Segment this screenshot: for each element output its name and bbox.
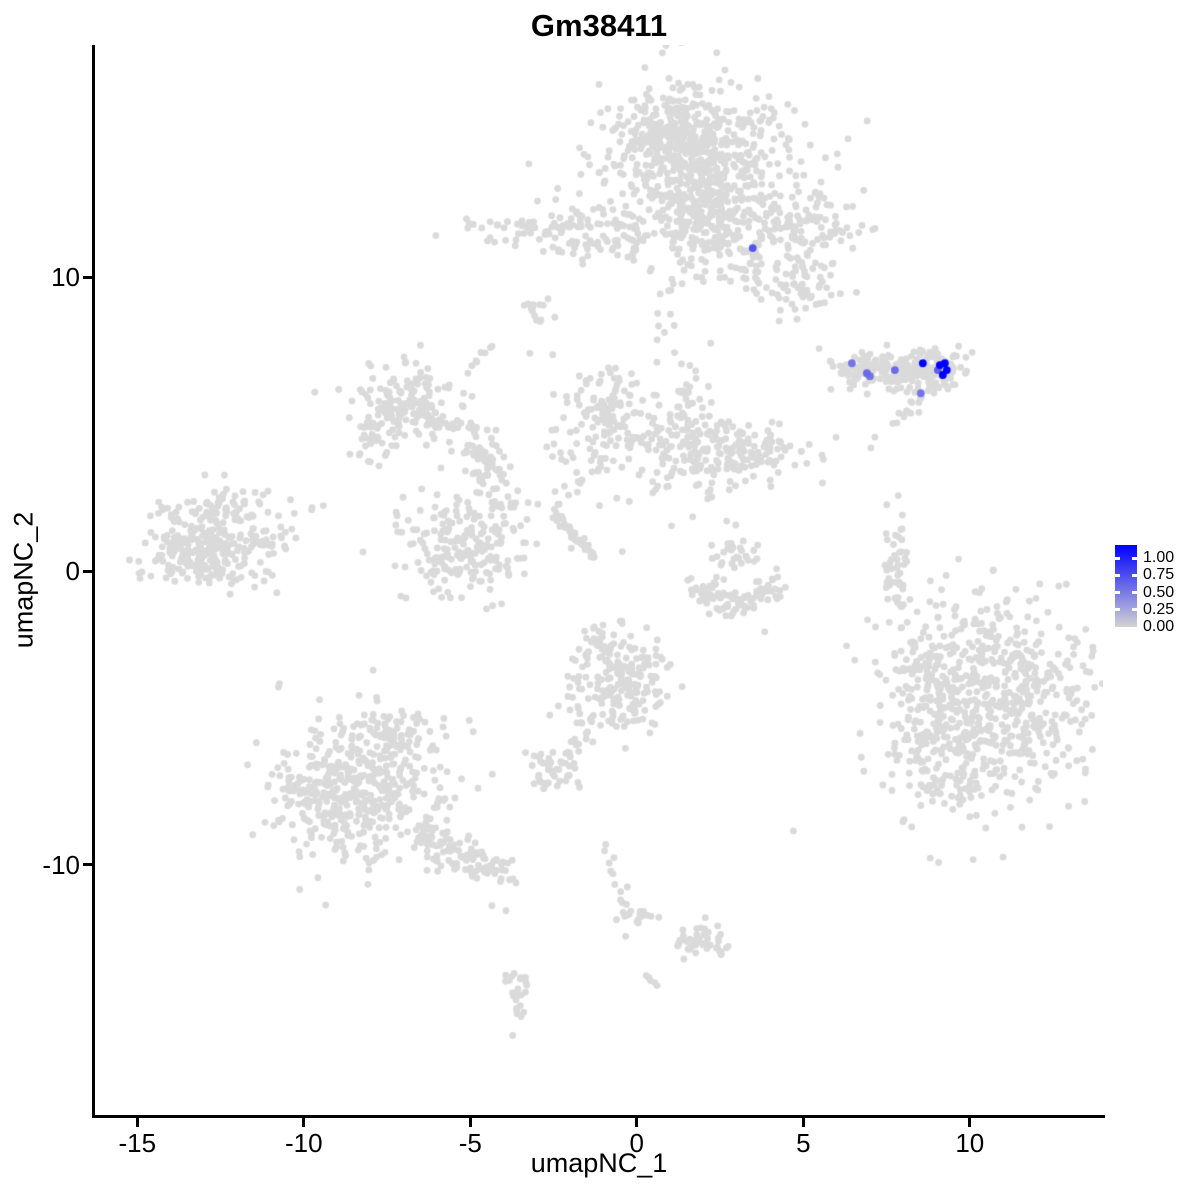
colorbar-tick-label: 0.75 [1143,566,1175,584]
y-tick-mark [83,275,92,279]
x-tick-mark [302,1118,306,1127]
y-tick-label: 0 [65,556,80,587]
y-axis-line [92,45,95,1118]
colorbar-legend: 1.00 0.75 0.50 0.25 0.00 [1113,540,1200,648]
colorbar-tick-mark [1132,556,1137,560]
colorbar-tick-label: 0.50 [1143,583,1175,601]
x-tick-label: 5 [796,1128,811,1158]
y-axis-title: umapNC_2 [8,511,39,649]
colorbar-tick-mark [1115,573,1120,577]
colorbar-tick-mark [1132,591,1137,594]
x-tick-mark [968,1118,972,1127]
y-tick-mark [83,863,92,867]
x-axis-title: umapNC_1 [530,1148,668,1178]
y-tick-label: 10 [51,262,80,293]
x-tick-mark [635,1118,639,1127]
x-tick-label: -5 [458,1128,482,1158]
x-tick-label: 0 [629,1128,645,1158]
y-tick-label: -10 [42,849,80,880]
x-tick-label: 10 [955,1128,985,1158]
colorbar-tick-label: 1.00 [1143,549,1175,566]
y-tick-mark [83,569,92,573]
colorbar-tick-mark [1132,608,1137,612]
plot-panel [95,45,1103,1115]
colorbar-tick-label: 0.25 [1143,600,1175,618]
x-tick-label: -10 [284,1128,323,1158]
colorbar-tick-mark [1132,573,1137,577]
plot-title: Gm38411 [530,8,668,43]
x-tick-mark [801,1118,805,1127]
x-tick-label: -15 [118,1128,157,1158]
colorbar-tick-label: 0.00 [1143,618,1175,635]
umap-points-canvas [95,45,1103,1115]
x-axis-line [92,1115,1105,1118]
x-tick-mark [135,1118,139,1127]
colorbar-tick-mark [1115,556,1120,560]
colorbar-gradient [1115,545,1137,627]
x-tick-mark [468,1118,472,1127]
colorbar-tick-mark [1115,608,1120,612]
colorbar-tick-mark [1115,591,1120,594]
